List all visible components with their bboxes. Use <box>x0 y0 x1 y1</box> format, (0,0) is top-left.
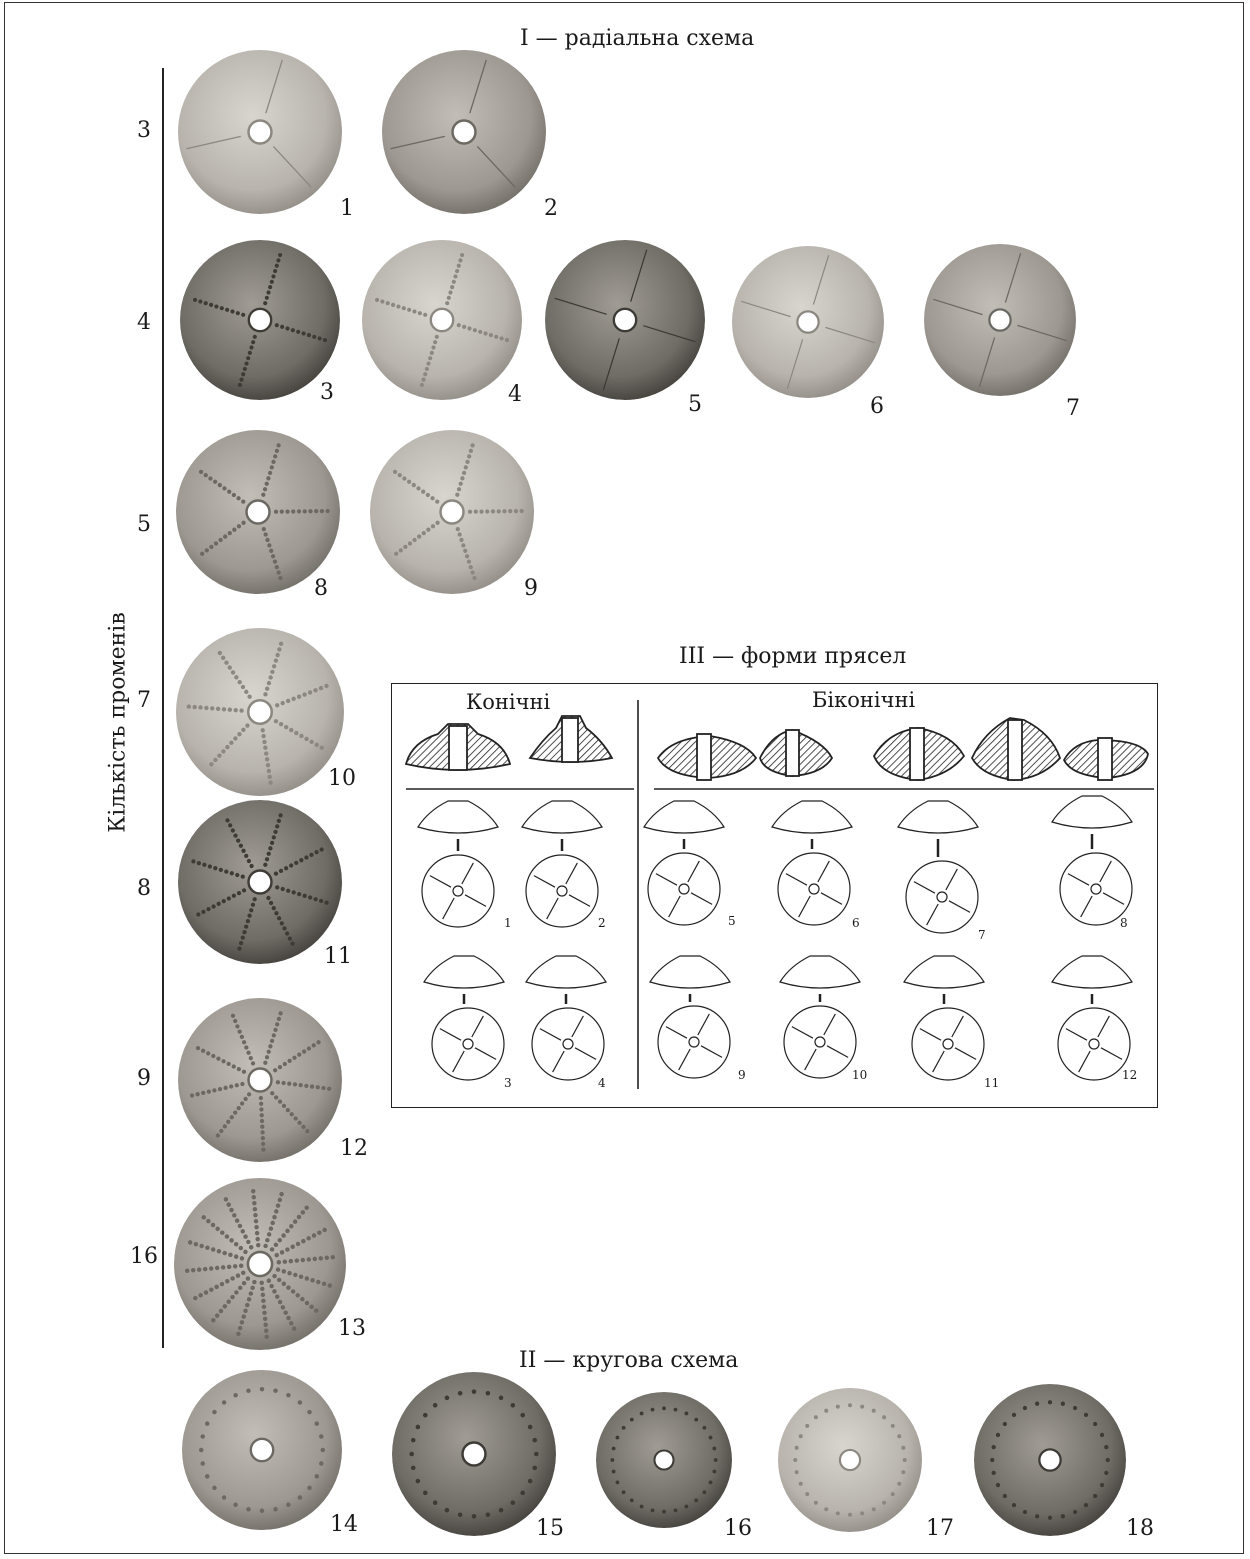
spindle-whorl-photo <box>178 998 342 1162</box>
drawing-number: 6 <box>852 916 860 930</box>
drawing-number: 7 <box>978 928 986 942</box>
figure-frame <box>4 2 1244 1554</box>
drawing-number: 1 <box>504 916 512 930</box>
row-label: 9 <box>137 1066 151 1091</box>
specimen-number: 18 <box>1126 1516 1154 1541</box>
spindle-whorl-photo <box>732 246 884 398</box>
ornament-drawing <box>417 800 499 928</box>
specimen-number: 8 <box>314 576 328 601</box>
spindle-whorl-photo <box>974 1384 1126 1536</box>
spindle-whorl-photo <box>362 240 522 400</box>
drawing-number: 11 <box>984 1076 1000 1090</box>
specimen-number: 15 <box>536 1516 564 1541</box>
biconical-profile <box>1062 737 1149 781</box>
row-label: 5 <box>137 512 151 537</box>
drawing-number: 12 <box>1122 1068 1138 1082</box>
spindle-whorl-photo <box>382 50 546 214</box>
ornament-drawing <box>521 800 603 928</box>
ornament-drawing <box>779 955 861 1079</box>
spindle-whorl-photo <box>176 430 340 594</box>
specimen-number: 6 <box>870 394 884 419</box>
ornament-drawing <box>643 800 725 926</box>
row-label: 3 <box>137 118 151 143</box>
specimen-number: 17 <box>926 1516 954 1541</box>
biconical-label: Біконічні <box>812 688 916 712</box>
specimen-number: 9 <box>524 576 538 601</box>
ornament-drawing <box>525 955 607 1081</box>
specimen-number: 10 <box>328 766 356 791</box>
rays-axis-line <box>162 68 164 1348</box>
title-circular-scheme: II — кругова схема <box>519 1348 739 1373</box>
spindle-whorl-photo <box>180 240 340 400</box>
spindle-forms-panel: Конічні Біконічні <box>391 683 1158 1108</box>
ornament-drawing <box>649 955 731 1079</box>
ornament-drawing <box>771 800 853 926</box>
conical-profile <box>404 723 512 771</box>
specimen-number: 12 <box>340 1136 368 1161</box>
rays-axis-label: Кількість променів <box>105 612 131 833</box>
specimen-number: 3 <box>320 380 334 405</box>
spindle-whorl-photo <box>392 1372 556 1536</box>
spindle-whorl-photo <box>178 50 342 214</box>
spindle-whorl-photo <box>178 800 342 964</box>
row-label: 4 <box>137 310 151 335</box>
spindle-forms-drawings <box>404 700 1154 1089</box>
ornament-drawing <box>1051 795 1133 926</box>
row-label: 8 <box>137 876 151 901</box>
spindle-whorl-photo <box>545 240 705 400</box>
conical-label: Конічні <box>466 690 551 714</box>
ornament-drawing <box>903 955 985 1081</box>
title-radial-scheme: I — радіальна схема <box>520 26 755 51</box>
specimen-number: 13 <box>338 1316 366 1341</box>
specimen-number: 14 <box>330 1512 358 1537</box>
drawing-number: 4 <box>598 1076 606 1090</box>
drawing-number: 3 <box>504 1076 512 1090</box>
spindle-whorl-photo <box>370 430 534 594</box>
spindle-whorl-photo <box>924 244 1076 396</box>
spindle-whorl-photo <box>596 1392 732 1528</box>
biconical-profile <box>873 727 966 781</box>
title-spindle-forms: III — форми прясел <box>679 644 907 669</box>
drawing-number: 10 <box>852 1068 868 1082</box>
row-label: 7 <box>137 688 151 713</box>
spindle-whorl-photo <box>182 1370 342 1530</box>
specimen-number: 16 <box>724 1516 752 1541</box>
drawing-number: 8 <box>1120 916 1128 930</box>
conical-profile <box>528 715 614 763</box>
biconical-profile <box>656 733 758 781</box>
specimen-number: 11 <box>324 944 352 969</box>
specimen-number: 1 <box>340 196 354 221</box>
biconical-profile <box>970 717 1062 781</box>
drawing-number: 9 <box>738 1068 746 1082</box>
spindle-whorl-photo <box>174 1178 346 1350</box>
ornament-drawing <box>897 800 979 934</box>
spindle-whorl-photo <box>176 628 344 796</box>
drawing-number: 2 <box>598 916 606 930</box>
ornament-drawing <box>1051 955 1133 1081</box>
specimen-number: 5 <box>688 392 702 417</box>
ornament-drawing <box>423 955 505 1081</box>
specimen-number: 7 <box>1066 396 1080 421</box>
drawing-number: 5 <box>728 914 736 928</box>
spindle-whorl-photo <box>778 1388 922 1532</box>
biconical-profile <box>759 729 834 777</box>
specimen-number: 4 <box>508 382 522 407</box>
specimen-number: 2 <box>544 196 558 221</box>
row-label: 16 <box>130 1244 158 1269</box>
